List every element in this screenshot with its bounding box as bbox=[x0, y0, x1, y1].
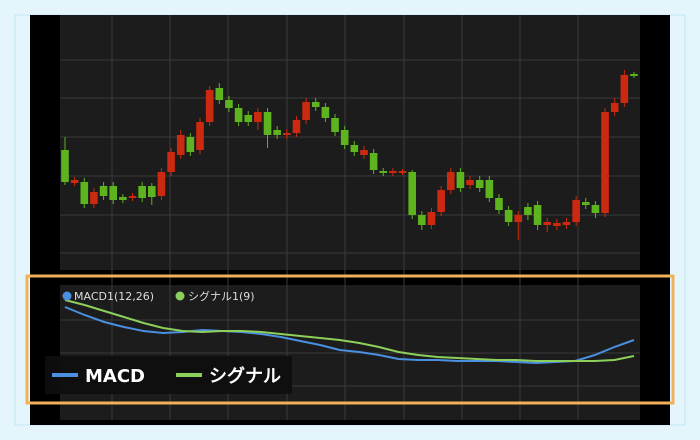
candle-body bbox=[157, 172, 166, 196]
candle-body bbox=[176, 135, 185, 155]
candle-body bbox=[292, 120, 301, 133]
candle-body bbox=[533, 205, 542, 225]
candle-body bbox=[225, 100, 233, 108]
legend-box bbox=[45, 356, 292, 394]
candle-body bbox=[138, 186, 146, 198]
legend-label: シグナル1(9) bbox=[188, 289, 255, 303]
candle-body bbox=[215, 88, 224, 100]
candle-body bbox=[302, 102, 310, 120]
series-line bbox=[64, 306, 635, 365]
candle-body bbox=[273, 130, 281, 135]
candle-body bbox=[553, 223, 561, 226]
candle-body bbox=[109, 186, 118, 200]
price-plot bbox=[60, 15, 640, 270]
candle-body bbox=[283, 133, 291, 135]
candle-body bbox=[601, 112, 609, 213]
candle-body bbox=[186, 137, 195, 152]
legend-label: MACD1(12,26) bbox=[74, 290, 154, 303]
candle-body bbox=[475, 180, 484, 188]
candle-body bbox=[630, 74, 638, 76]
candle-body bbox=[90, 192, 98, 204]
candle-body bbox=[147, 186, 156, 197]
candle-body bbox=[331, 118, 339, 132]
candle-body bbox=[61, 150, 69, 182]
candle-body bbox=[360, 150, 368, 155]
candle-body bbox=[379, 171, 388, 173]
candle-body bbox=[456, 172, 465, 188]
candle-body bbox=[398, 171, 407, 173]
candle-body bbox=[485, 180, 494, 198]
candle-body bbox=[427, 212, 436, 225]
candle-body bbox=[234, 108, 243, 122]
candle-body bbox=[80, 182, 89, 204]
candle-body bbox=[543, 222, 552, 225]
candle-body bbox=[196, 122, 204, 150]
candle-body bbox=[466, 180, 474, 185]
candle-body bbox=[263, 112, 272, 135]
candle-body bbox=[446, 172, 455, 190]
candle-body bbox=[119, 197, 127, 200]
candle-body bbox=[418, 215, 426, 225]
candle-body bbox=[495, 198, 503, 210]
candle-body bbox=[128, 196, 137, 198]
legend-marker bbox=[62, 291, 72, 301]
candle-body bbox=[514, 215, 523, 222]
candle-body bbox=[254, 112, 262, 122]
legend-label: MACD bbox=[85, 366, 145, 387]
series-line bbox=[64, 299, 635, 362]
candle-body bbox=[350, 145, 359, 152]
macd-lines bbox=[64, 299, 635, 365]
legend-label: シグナル bbox=[209, 365, 281, 387]
candle-body bbox=[437, 190, 445, 212]
candle-body bbox=[389, 171, 397, 173]
candle-body bbox=[340, 130, 349, 145]
candle-body bbox=[321, 107, 330, 118]
candle-body bbox=[408, 172, 416, 215]
candle-body bbox=[70, 180, 79, 183]
candle-body bbox=[167, 152, 175, 172]
candle-body bbox=[99, 186, 108, 196]
candle-body bbox=[244, 115, 253, 122]
legend-marker bbox=[175, 291, 185, 301]
highlight-box bbox=[25, 274, 675, 405]
grid bbox=[60, 15, 640, 420]
candle-body bbox=[369, 153, 378, 170]
candle-body bbox=[620, 75, 629, 103]
candle-body bbox=[610, 103, 619, 112]
candle-body bbox=[524, 207, 532, 215]
candle-body bbox=[311, 102, 320, 107]
candle-body bbox=[504, 210, 513, 222]
candles bbox=[61, 70, 638, 240]
candle-body bbox=[562, 222, 571, 225]
candle-body bbox=[581, 202, 590, 205]
candle-body bbox=[591, 205, 600, 213]
candle-body bbox=[572, 200, 580, 222]
candle-body bbox=[205, 90, 214, 122]
